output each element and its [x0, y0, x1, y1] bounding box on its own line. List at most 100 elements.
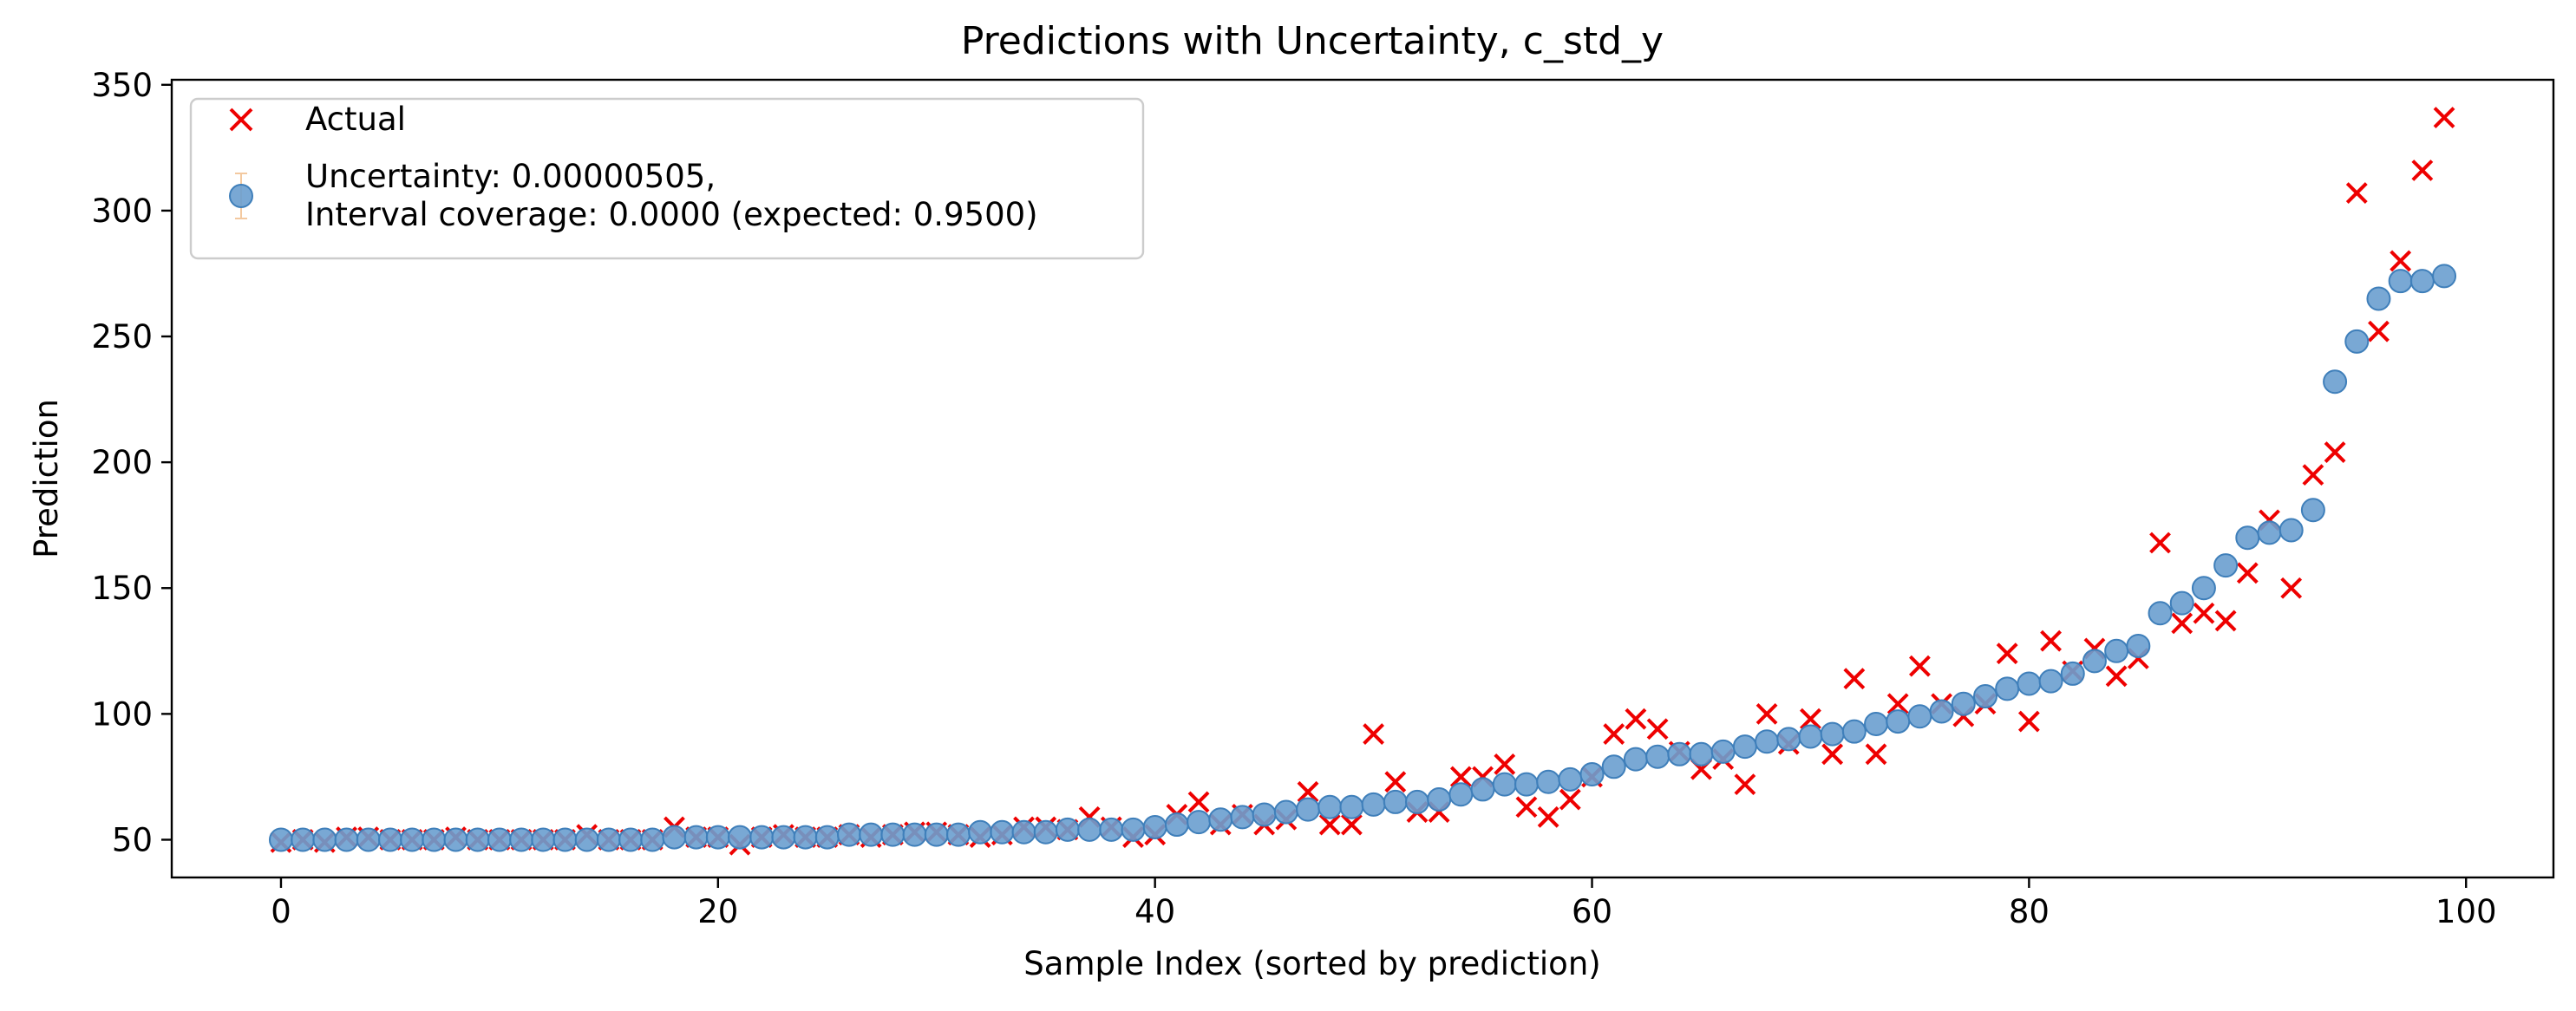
prediction-point: [2388, 269, 2413, 294]
x-tick-label: 60: [1572, 893, 1612, 930]
legend-label: Uncertainty: 0.00000505,: [305, 158, 716, 195]
prediction-point: [1492, 772, 1517, 797]
prediction-point: [924, 822, 949, 847]
y-tick-label: 150: [91, 570, 153, 607]
actual-point: [1603, 723, 1625, 745]
prediction-point: [465, 827, 490, 852]
prediction-point: [596, 827, 621, 852]
actual-point: [2411, 160, 2434, 181]
prediction-point: [1755, 729, 1780, 754]
actual-point: [1908, 655, 1931, 677]
prediction-point: [1841, 719, 1867, 744]
prediction-point: [1645, 744, 1670, 769]
actual-point: [2390, 250, 2412, 272]
prediction-point: [2017, 671, 2042, 696]
prediction-point: [377, 827, 402, 852]
prediction-point: [1470, 777, 1495, 802]
prediction-point: [662, 825, 687, 850]
prediction-point: [1929, 699, 1954, 724]
actual-point: [1646, 718, 1669, 740]
actual-point: [1297, 780, 1319, 803]
actual-point: [1449, 766, 1472, 788]
actual-point: [1800, 708, 1821, 730]
prediction-point: [880, 822, 906, 847]
prediction-point: [1951, 691, 1976, 716]
prediction-point: [2300, 498, 2325, 523]
actual-point: [2368, 320, 2390, 342]
prediction-point: [1864, 711, 1889, 736]
actual-point: [2149, 532, 2171, 554]
prediction-point: [2213, 553, 2239, 578]
x-tick-label: 40: [1134, 893, 1175, 930]
actual-point: [2236, 562, 2259, 584]
prediction-point: [2409, 269, 2435, 294]
actual-point: [1363, 723, 1385, 745]
legend-prediction-marker: [229, 173, 253, 219]
prediction-point: [1536, 769, 1561, 794]
x-tick-label: 100: [2435, 893, 2497, 930]
data-marks: [268, 107, 2457, 856]
prediction-point: [1208, 807, 1233, 832]
prediction-point: [2191, 576, 2216, 601]
prediction-point: [1820, 721, 1845, 747]
legend-box: [189, 97, 1145, 260]
prediction-point: [1164, 812, 1189, 838]
prediction-point: [1514, 772, 1539, 797]
prediction-point: [1995, 676, 2020, 701]
actual-point: [1384, 771, 1407, 793]
actual-point: [1340, 813, 1363, 836]
legend-label: Actual: [305, 101, 406, 138]
actual-point: [2040, 629, 2062, 652]
prediction-point: [1448, 782, 1474, 807]
prediction-point: [356, 827, 381, 852]
prediction-point: [2279, 518, 2304, 543]
prediction-point: [1033, 819, 1058, 845]
actual-point: [1865, 743, 1887, 766]
y-tick-label: 350: [91, 67, 153, 104]
prediction-point: [400, 827, 425, 852]
prediction-point: [1099, 817, 1124, 842]
prediction-point: [531, 827, 556, 852]
prediction-point: [1907, 704, 1932, 729]
actual-point: [1625, 708, 1647, 730]
prediction-point: [1579, 762, 1605, 787]
prediction-point: [2104, 638, 2129, 663]
y-tick-label: 200: [91, 444, 153, 481]
actual-point: [1843, 668, 1866, 690]
prediction-point: [1404, 789, 1429, 814]
prediction-point: [487, 827, 512, 852]
actual-point: [2345, 182, 2368, 205]
prediction-point: [2082, 649, 2107, 674]
actual-point: [2105, 665, 2128, 688]
prediction-point: [334, 827, 359, 852]
prediction-point: [793, 825, 818, 850]
prediction-point: [990, 819, 1015, 845]
prediction-point: [771, 825, 796, 850]
prediction-point: [902, 822, 927, 847]
prediction-point: [618, 827, 644, 852]
prediction-point: [1339, 794, 1364, 819]
prediction-point: [814, 825, 840, 850]
prediction-point: [728, 825, 753, 850]
prediction-point: [1252, 802, 1277, 827]
actual-point: [2017, 710, 2040, 733]
prediction-point: [749, 825, 775, 850]
actual-point: [1318, 813, 1341, 836]
prediction-point: [1623, 747, 1648, 772]
prediction-point: [1689, 741, 1714, 766]
prediction-point: [1886, 709, 1911, 734]
prediction-point: [1055, 817, 1080, 842]
x-tick-label: 80: [2009, 893, 2050, 930]
prediction-point: [1296, 797, 1321, 822]
prediction-point: [1077, 817, 1102, 842]
prediction-point: [2432, 264, 2457, 289]
prediction-point: [509, 827, 534, 852]
actual-point: [2193, 602, 2215, 624]
y-axis-label: Prediction: [28, 399, 65, 558]
actual-point: [2171, 612, 2194, 635]
prediction-point: [1361, 792, 1386, 817]
prediction-point: [1317, 794, 1343, 819]
prediction-point: [968, 819, 993, 845]
actual-point: [1996, 642, 2018, 665]
